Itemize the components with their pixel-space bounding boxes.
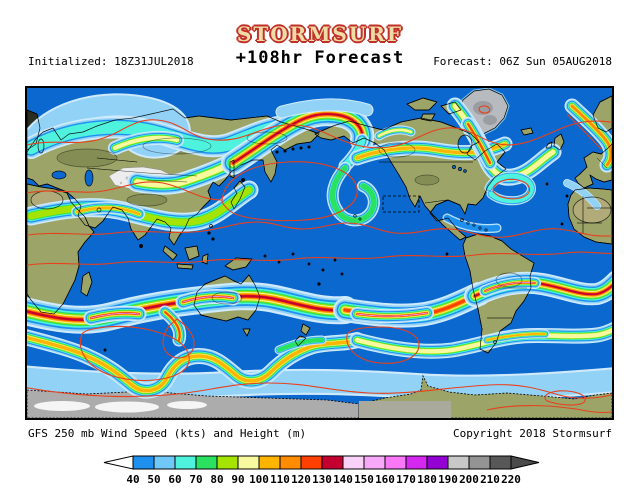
scale-tick-label: 210	[480, 473, 500, 486]
copyright-label: Copyright 2018 Stormsurf	[453, 427, 612, 440]
scale-tick-label: 140	[333, 473, 353, 486]
map-annotations	[382, 195, 420, 213]
scale-cell	[405, 455, 428, 470]
scale-tick-label: 150	[354, 473, 374, 486]
scale-tick-label: 90	[231, 473, 244, 486]
scale-tick-label: 100	[249, 473, 269, 486]
scale-cell	[279, 455, 302, 470]
scale-cell	[195, 455, 218, 470]
scale-cell	[426, 455, 449, 470]
scale-cell	[300, 455, 323, 470]
scale-cell	[321, 455, 344, 470]
scale-tick-label: 40	[126, 473, 139, 486]
scale-tick-label: 200	[459, 473, 479, 486]
scale-cell	[384, 455, 407, 470]
scale-arrow-left	[103, 455, 134, 470]
scale-tick-label: 120	[291, 473, 311, 486]
product-label: GFS 250 mb Wind Speed (kts) and Height (…	[28, 427, 307, 440]
wind-speed-colorbar: 40 50 60 70 80 90 100 110 120 130 140 150 160 170 180 1…	[0, 451, 640, 491]
scale-tick-label: 180	[417, 473, 437, 486]
scale-tick-label: 160	[375, 473, 395, 486]
scale-cell	[447, 455, 470, 470]
scale-tick-label: 110	[270, 473, 290, 486]
scale-cell	[489, 455, 512, 470]
scale-cell	[132, 455, 155, 470]
region-outline-box	[382, 195, 420, 213]
scale-cell	[468, 455, 491, 470]
world-wind-map	[25, 86, 614, 420]
forecast-valid-label: Forecast: 06Z Sun 05AUG2018	[433, 55, 612, 68]
scale-cell	[342, 455, 365, 470]
scale-cell	[258, 455, 281, 470]
scale-tick-label: 170	[396, 473, 416, 486]
scale-arrow-right	[510, 455, 540, 470]
scale-tick-label: 60	[168, 473, 181, 486]
height-contours	[27, 105, 612, 414]
scale-tick-label: 190	[438, 473, 458, 486]
scale-tick-label: 130	[312, 473, 332, 486]
forecast-hour-title: +108hr Forecast	[235, 48, 405, 68]
scale-cell	[174, 455, 197, 470]
scale-cell	[237, 455, 260, 470]
scale-tick-label: 80	[210, 473, 223, 486]
scale-cell	[216, 455, 239, 470]
scale-cell	[363, 455, 386, 470]
scale-tick-label: 70	[189, 473, 202, 486]
initialized-label: Initialized: 18Z31JUL2018	[28, 55, 194, 68]
polar-ice-overlays	[27, 88, 612, 418]
scale-tick-label: 220	[501, 473, 521, 486]
stormsurf-logo: STORMSURF	[236, 22, 404, 46]
scale-tick-label: 50	[147, 473, 160, 486]
scale-cell	[153, 455, 176, 470]
